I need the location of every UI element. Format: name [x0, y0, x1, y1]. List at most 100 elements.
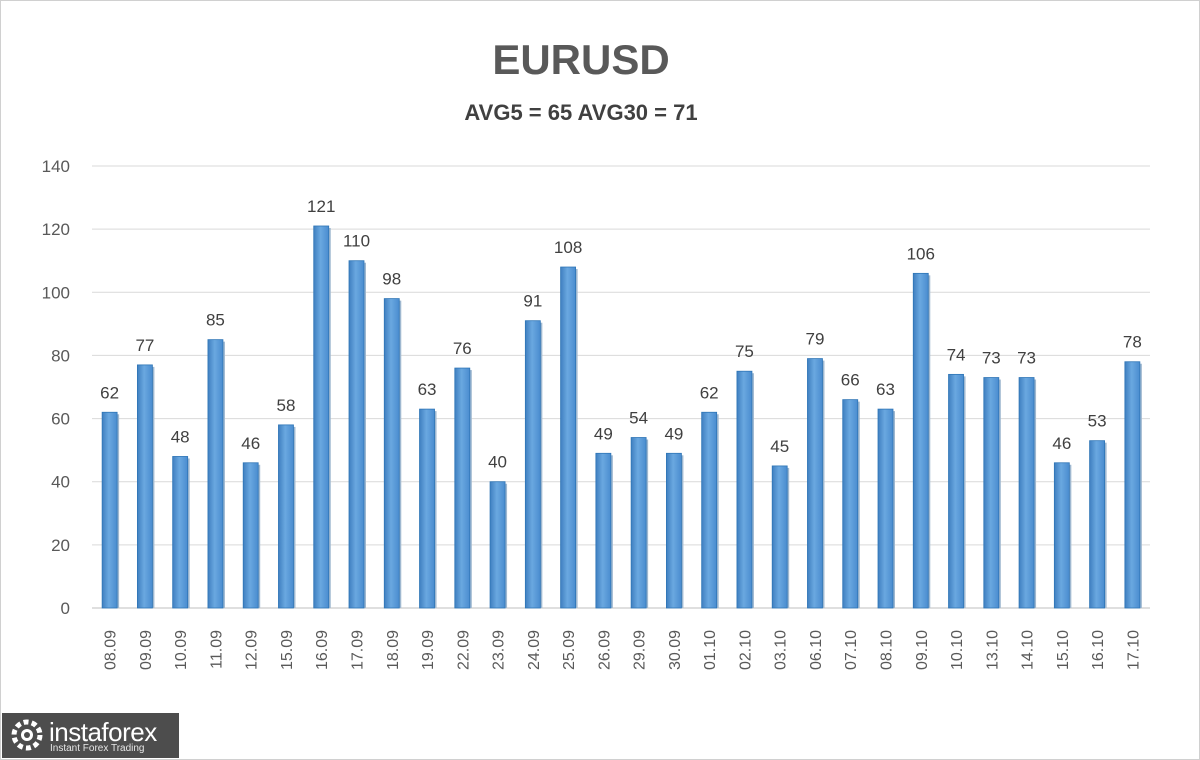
x-tick-label: 25.09 [561, 630, 578, 670]
x-tick-label: 08.10 [879, 630, 896, 670]
data-label-25.09: 108 [554, 238, 582, 257]
data-label-08.09: 62 [100, 383, 119, 402]
data-label-14.10: 73 [1017, 349, 1036, 368]
x-tick-label: 24.09 [526, 630, 543, 670]
logo-tagline: Instant Forex Trading [50, 743, 145, 754]
data-label-08.10: 63 [876, 380, 895, 399]
data-label-29.09: 54 [629, 409, 648, 428]
x-axis-ticks: 08.09 09.09 10.09 11.09 12.09 15.09 16.09 17.09… [103, 630, 1143, 670]
bar-07.10 [842, 399, 859, 609]
bar-24.09 [524, 320, 541, 609]
x-tick-label: 23.09 [491, 630, 508, 670]
x-tick-label: 09.10 [914, 630, 931, 670]
x-tick-label: 14.10 [1020, 630, 1037, 670]
bars [101, 225, 1142, 609]
bar-18.09 [383, 298, 400, 609]
bar-15.09 [278, 424, 294, 609]
y-tick-label: 0 [61, 599, 70, 618]
data-label-23.09: 40 [488, 453, 507, 472]
bar-25.09 [560, 266, 576, 609]
data-label-09.10: 106 [907, 244, 935, 263]
bar-26.09 [595, 452, 612, 609]
bar-22.09 [454, 367, 471, 609]
bar-12.09 [242, 462, 259, 609]
data-labels: 62 77 48 85 46 58 121 110 98 63 76 40 91 108 49 54 49 62 7… [100, 197, 1142, 472]
bar-03.10 [771, 465, 788, 609]
y-tick-label: 140 [42, 157, 70, 176]
bar-15.10 [1053, 462, 1070, 609]
bar-11.09 [207, 339, 224, 609]
y-tick-label: 60 [51, 410, 70, 429]
x-tick-label: 19.09 [420, 630, 437, 670]
data-label-06.10: 79 [806, 330, 825, 349]
x-tick-label: 15.10 [1055, 630, 1072, 670]
x-tick-label: 01.10 [702, 630, 719, 670]
x-tick-label: 18.09 [385, 630, 402, 670]
bar-14.10 [1018, 377, 1035, 609]
bar-17.10 [1124, 361, 1141, 609]
x-tick-label: 15.09 [279, 630, 296, 670]
data-label-16.09: 121 [307, 197, 335, 216]
x-tick-label: 10.10 [949, 630, 966, 670]
data-label-10.10: 74 [947, 345, 966, 364]
data-label-12.09: 46 [241, 434, 260, 453]
data-label-01.10: 62 [700, 383, 719, 402]
x-tick-label: 08.09 [103, 630, 120, 670]
x-tick-label: 30.09 [667, 630, 684, 670]
data-label-18.09: 98 [382, 270, 401, 289]
y-tick-label: 120 [42, 220, 70, 239]
x-tick-label: 06.10 [808, 630, 825, 670]
data-label-19.09: 63 [418, 380, 437, 399]
bar-10.10 [948, 373, 964, 609]
bar-08.10 [877, 408, 894, 609]
instaforex-logo-icon [11, 719, 43, 751]
x-tick-label: 29.09 [632, 630, 649, 670]
y-tick-label: 40 [51, 473, 70, 492]
bar-08.09 [101, 411, 118, 609]
bar-10.09 [172, 456, 189, 609]
data-label-26.09: 49 [594, 424, 613, 443]
data-label-24.09: 91 [523, 292, 542, 311]
bar-30.09 [666, 452, 682, 609]
bar-13.10 [983, 377, 1000, 609]
x-tick-label: 09.09 [138, 630, 155, 670]
data-label-11.09: 85 [206, 311, 225, 330]
chart-subtitle: AVG5 = 65 AVG30 = 71 [464, 100, 698, 125]
data-label-09.09: 77 [135, 336, 154, 355]
data-label-16.10: 53 [1088, 412, 1107, 431]
y-tick-label: 80 [51, 346, 70, 365]
y-axis-ticks: 0 20 40 60 80 100 120 140 [42, 157, 70, 618]
data-label-02.10: 75 [735, 342, 754, 361]
x-tick-label: 11.09 [208, 630, 225, 669]
y-tick-label: 100 [42, 283, 70, 302]
bar-01.10 [701, 411, 718, 609]
grid-lines [92, 165, 1150, 609]
x-tick-label: 12.09 [244, 630, 261, 670]
bar-06.10 [807, 358, 823, 609]
data-label-13.10: 73 [982, 349, 1001, 368]
x-tick-label: 26.09 [596, 630, 613, 670]
logo-brand-name: instaforex [49, 717, 157, 747]
data-label-22.09: 76 [453, 339, 472, 358]
bar-17.09 [348, 260, 365, 609]
bar-09.09 [136, 364, 153, 609]
data-label-17.10: 78 [1123, 333, 1142, 352]
x-tick-label: 16.10 [1090, 630, 1107, 670]
data-label-07.10: 66 [841, 371, 860, 390]
data-label-17.09: 110 [343, 232, 370, 251]
x-tick-label: 17.10 [1125, 630, 1142, 670]
bar-29.09 [630, 437, 647, 609]
bar-02.10 [736, 370, 753, 609]
x-tick-label: 13.10 [984, 630, 1001, 670]
x-tick-label: 07.10 [843, 630, 860, 670]
instaforex-logo: instaforex Instant Forex Trading [2, 713, 179, 758]
y-tick-label: 20 [51, 536, 70, 555]
x-tick-label: 22.09 [455, 630, 472, 670]
x-tick-label: 02.10 [737, 630, 754, 670]
x-tick-label: 17.09 [350, 630, 367, 670]
data-label-10.09: 48 [171, 427, 190, 446]
x-tick-label: 03.10 [773, 630, 790, 670]
bar-23.09 [489, 481, 506, 609]
data-label-03.10: 45 [770, 437, 789, 456]
